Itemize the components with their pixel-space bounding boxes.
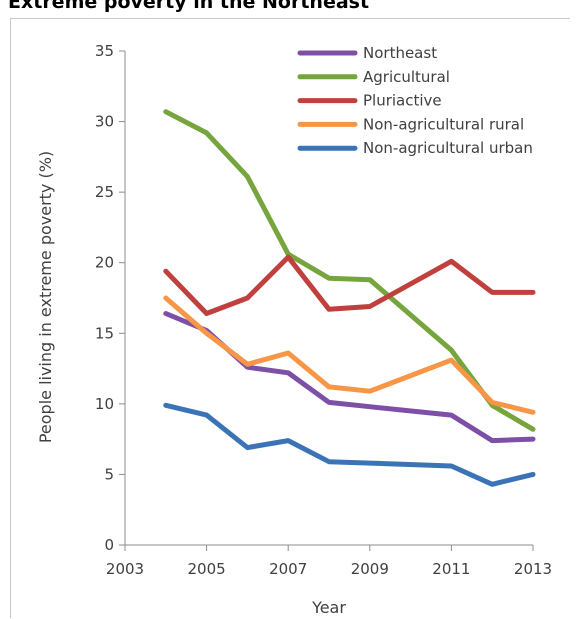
series-line-agricultural: [163, 109, 536, 432]
chart-title: Extreme poverty in the Northeast: [8, 0, 370, 13]
series-lines: [163, 109, 536, 487]
y-tick-label: 15: [95, 324, 114, 342]
legend-label-non-agricultural-rural: Non-agricultural rural: [363, 115, 524, 133]
y-tick-label: 0: [104, 536, 114, 554]
y-axis-title: People living in extreme poverty (%): [36, 151, 55, 443]
x-tick-label: 2007: [269, 560, 307, 578]
x-tick-label: 2009: [351, 560, 389, 578]
x-ticks: 2003 2005 2007 2009 2011 2013: [106, 545, 552, 578]
x-tick-label: 2011: [432, 560, 470, 578]
legend-label-non-agricultural-urban: Non-agricultural urban: [363, 139, 533, 157]
chart-frame: [10, 18, 570, 618]
series-line-non-agricultural-urban: [163, 402, 536, 487]
y-ticks: 0 5 10 15 20 25 30 35: [95, 42, 125, 554]
y-tick-label: 5: [104, 465, 114, 483]
legend-label-pluriactive: Pluriactive: [363, 92, 442, 110]
legend: Northeast Agricultural Pluriactive Non-agri…: [297, 44, 533, 157]
x-axis-title: Year: [311, 598, 346, 617]
x-tick-label: 2005: [188, 560, 226, 578]
y-tick-label: 30: [95, 113, 114, 131]
x-tick-label: 2003: [106, 560, 144, 578]
x-tick-label: 2013: [514, 560, 552, 578]
series-line-pluriactive: [163, 254, 536, 316]
legend-label-northeast: Northeast: [363, 44, 437, 62]
y-tick-label: 35: [95, 42, 114, 60]
series-line-non-agricultural-rural: [163, 295, 536, 415]
y-tick-label: 20: [95, 254, 114, 272]
legend-label-agricultural: Agricultural: [363, 68, 450, 86]
series-line-northeast: [163, 311, 536, 444]
axes: [124, 51, 533, 546]
y-tick-label: 10: [95, 395, 114, 413]
y-tick-label: 25: [95, 183, 114, 201]
